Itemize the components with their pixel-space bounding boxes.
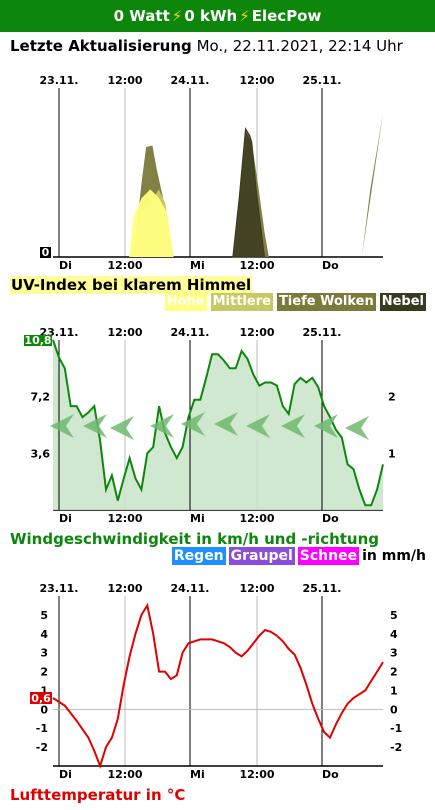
temp-y-label: 1	[40, 684, 48, 697]
wind-max-label: 10,8	[24, 334, 51, 347]
top-tick-label: 12:00	[107, 326, 142, 339]
bottom-tick-label: Di	[59, 259, 72, 272]
cloud-legend: Hohe Mittlere Tiefe Wolken Nebel	[164, 293, 426, 311]
temp-y-label: -1	[36, 722, 48, 735]
bolt-icon: ⚡	[171, 7, 183, 25]
last-update-label: Letzte Aktualisierung	[10, 37, 192, 55]
temperature-line	[52, 602, 384, 770]
wind-direction-arrow	[181, 412, 205, 436]
temp-y-label-right: 4	[390, 628, 398, 641]
temp-y-label-right: 2	[390, 666, 398, 679]
uv-zero-label: 0	[42, 246, 50, 259]
top-tick-label: 12:00	[239, 582, 274, 595]
bottom-tick-label: Do	[322, 259, 339, 272]
bottom-tick-label: 12:00	[239, 259, 274, 272]
temp-y-label-right: 3	[390, 647, 398, 660]
temp-y-label: 4	[40, 628, 48, 641]
precip-y-label: 1	[388, 447, 396, 460]
wind-direction-arrow	[281, 414, 305, 438]
last-update-value: Mo., 22.11.2021, 22:14 Uhr	[196, 37, 403, 55]
bottom-tick-label: 12:00	[239, 768, 274, 781]
top-tick-label: 12:00	[107, 582, 142, 595]
precip-legend: Regen Graupel Schnee in mm/h	[171, 547, 426, 565]
temp-chart: 23.11. 12:00 24.11. 12:00 25.11. Di 12:00 Mi 12:…	[0, 578, 435, 783]
temp-y-label-right: 5	[390, 609, 398, 622]
wind-direction-arrow	[345, 416, 369, 440]
legend-rain: Regen	[171, 547, 226, 565]
temp-chart-svg: 23.11. 12:00 24.11. 12:00 25.11. Di 12:00 Mi 12:…	[30, 582, 402, 781]
status-bar: 0 Watt ⚡ 0 kWh ⚡ ElecPow	[0, 0, 435, 32]
uv-chart-svg: 23.11. 12:00 24.11. 12:00 25.11. Di 12:00 Mi 12:…	[40, 74, 383, 272]
temp-y-label-right: -1	[390, 722, 402, 735]
bottom-tick-label: Di	[59, 768, 72, 781]
plot-area	[53, 88, 383, 257]
legend-low-clouds: Tiefe Wolken	[276, 293, 376, 311]
temp-title: Lufttemperatur in °C	[10, 786, 186, 804]
top-tick-label: 24.11.	[171, 582, 210, 595]
bottom-tick-label: 12:00	[107, 259, 142, 272]
precip-y-label: 2	[388, 391, 396, 404]
bottom-tick-label: Do	[322, 512, 339, 525]
top-tick-label: 24.11.	[171, 326, 210, 339]
top-tick-label: 12:00	[239, 326, 274, 339]
uv-title: UV-Index bei klarem Himmel	[10, 276, 253, 294]
wind-direction-arrow	[214, 412, 238, 436]
uv-chart: 23.11. 12:00 24.11. 12:00 25.11. Di 12:00 Mi 12:…	[0, 70, 435, 275]
wind-direction-arrow	[83, 414, 107, 438]
wind-max-badge	[24, 335, 52, 346]
legend-fog: Nebel	[379, 293, 426, 311]
bottom-tick-label: 12:00	[107, 768, 142, 781]
bottom-tick-label: Mi	[190, 259, 205, 272]
bottom-tick-label: Di	[59, 512, 72, 525]
top-tick-label: 25.11.	[303, 326, 342, 339]
bottom-tick-label: 12:00	[239, 512, 274, 525]
top-tick-label: 12:00	[107, 74, 142, 87]
temp-y-label: 0	[40, 703, 48, 716]
temp-y-label: -2	[36, 741, 48, 754]
wind-title: Windgeschwindigkeit in km/h und -richtun…	[10, 530, 380, 548]
wind-chart: 23.11. 12:00 24.11. 12:00 25.11. Di 12:00 Mi 12:…	[0, 322, 435, 527]
top-tick-label: 25.11.	[303, 582, 342, 595]
top-tick-label: 23.11.	[40, 582, 79, 595]
wind-y-label: 7,2	[31, 391, 51, 404]
legend-unit: in mm/h	[362, 548, 426, 564]
temp-y-label: 2	[40, 666, 48, 679]
top-tick-label: 24.11.	[171, 74, 210, 87]
last-update: Letzte Aktualisierung Mo., 22.11.2021, 2…	[10, 37, 403, 55]
wind-direction-arrow	[314, 414, 338, 438]
top-tick-label: 23.11.	[40, 74, 79, 87]
wind-y-label: 3,6	[31, 447, 51, 460]
energy-value: 0 kWh	[184, 7, 238, 25]
uv-zero-badge	[40, 247, 51, 258]
temp-y-label-right: 0	[390, 703, 398, 716]
wind-direction-arrow	[246, 414, 270, 438]
top-tick-label: 25.11.	[303, 74, 342, 87]
power-value: 0 Watt	[113, 7, 170, 25]
cloud-area-0	[129, 189, 276, 257]
wind-chart-svg: 23.11. 12:00 24.11. 12:00 25.11.Di 12:00 Mi 12:…	[24, 326, 396, 525]
legend-graupel: Graupel	[228, 547, 295, 565]
wind-direction-arrow	[50, 414, 74, 438]
cloud-area-3	[232, 127, 266, 258]
temp-y-label-right: -2	[390, 741, 402, 754]
bottom-tick-label: Mi	[190, 512, 205, 525]
plot-area	[53, 596, 383, 766]
temp-current-label: 0,6	[31, 692, 51, 705]
wind-direction-arrow	[110, 416, 134, 440]
legend-high-clouds: Hohe	[164, 293, 207, 311]
bottom-tick-label: Mi	[190, 768, 205, 781]
temp-y-label: 5	[40, 609, 48, 622]
brand-name: ElecPow	[251, 7, 322, 25]
bottom-tick-label: 12:00	[107, 512, 142, 525]
top-tick-label: 12:00	[239, 74, 274, 87]
bottom-tick-label: Do	[322, 768, 339, 781]
legend-snow: Schnee	[297, 547, 360, 565]
wind-direction-arrow	[150, 414, 174, 438]
temp-y-label: 3	[40, 647, 48, 660]
temp-y-label-right: 1	[390, 684, 398, 697]
temp-current-badge	[30, 692, 52, 704]
legend-mid-clouds: Mittlere	[210, 293, 273, 311]
bolt-icon-2: ⚡	[239, 7, 250, 25]
wind-speed-line	[52, 339, 384, 507]
